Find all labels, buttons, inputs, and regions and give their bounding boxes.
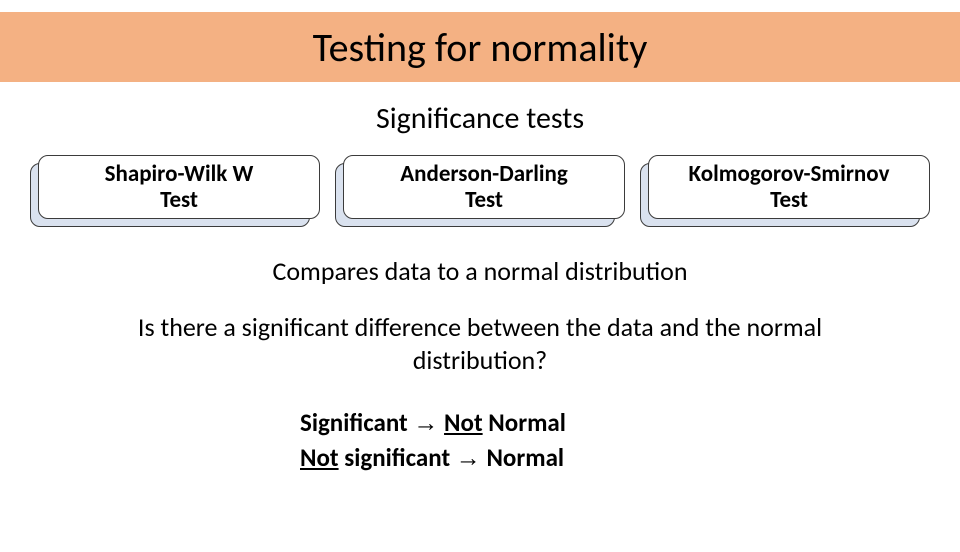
not-word: Not (444, 407, 483, 438)
test-label-line1: Kolmogorov-Smirnov (689, 161, 890, 187)
test-box-kolmogorov: Kolmogorov-Smirnov Test (640, 155, 930, 227)
test-box-shapiro: Shapiro-Wilk W Test (30, 155, 320, 227)
question-line: Is there a significant difference betwee… (0, 311, 960, 376)
outcomes-block: Significant → Not Normal Not significant… (300, 406, 960, 476)
test-label-line1: Anderson-Darling (400, 161, 568, 187)
tests-row: Shapiro-Wilk W Test Anderson-Darling Tes… (0, 155, 960, 227)
normal-word: Normal (488, 407, 566, 438)
test-front: Anderson-Darling Test (343, 155, 625, 219)
test-front: Shapiro-Wilk W Test (38, 155, 320, 219)
subtitle: Significance tests (0, 100, 960, 137)
test-front: Kolmogorov-Smirnov Test (648, 155, 930, 219)
arrow-icon: → (413, 409, 438, 437)
arrow-icon: → (456, 444, 481, 472)
outcome-significant: Significant → Not Normal (300, 406, 960, 441)
test-label-line2: Test (770, 187, 808, 213)
outcome-not-significant: Not significant → Normal (300, 441, 960, 476)
test-box-anderson: Anderson-Darling Test (335, 155, 625, 227)
not-word: Not (300, 442, 339, 473)
test-label-line2: Test (160, 187, 198, 213)
test-label-line1: Shapiro-Wilk W (105, 161, 254, 187)
normal-word: Normal (486, 442, 564, 473)
significant-word: significant (344, 442, 450, 473)
test-label-line2: Test (465, 187, 503, 213)
slide-title: Testing for normality (313, 23, 648, 72)
compare-line: Compares data to a normal distribution (0, 255, 960, 287)
sig-prefix: Significant (300, 407, 408, 438)
title-band: Testing for normality (0, 12, 960, 82)
